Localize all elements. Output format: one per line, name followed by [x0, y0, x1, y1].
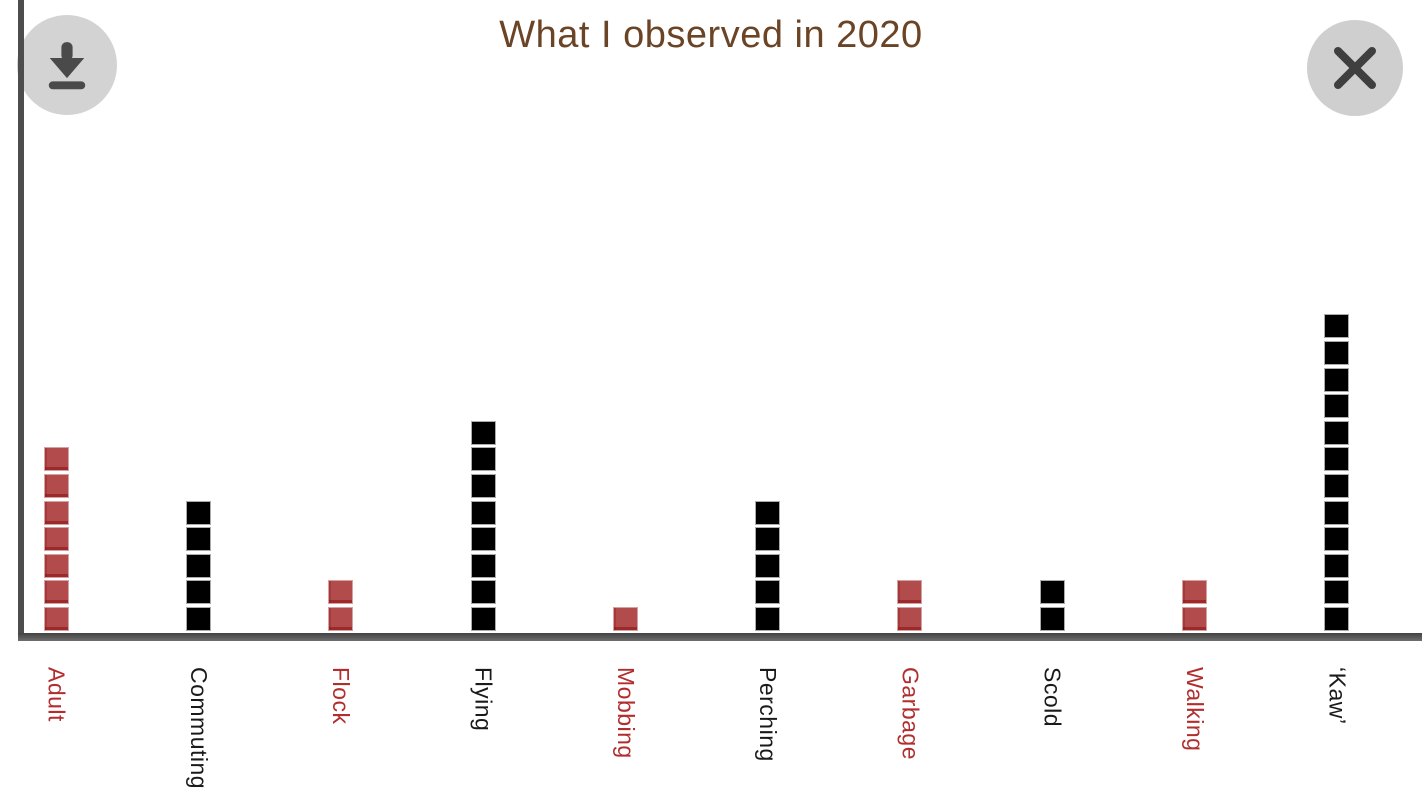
- x-axis-labels: Adult Commuting Flock Flying Mobbing Perching…: [0, 641, 1408, 800]
- unit-square: [755, 580, 781, 605]
- unit-square: [755, 527, 781, 552]
- x-label-cell-scold: Scold: [981, 641, 1123, 800]
- chart-column-commuting: [127, 0, 269, 631]
- unit-square: [185, 500, 211, 525]
- x-axis-line: [18, 633, 1422, 641]
- unit-square: [755, 553, 781, 578]
- unit-square: [43, 553, 69, 578]
- unit-square: [470, 580, 496, 605]
- chart-column-flying: [412, 0, 554, 631]
- unit-square: [897, 580, 923, 605]
- close-button[interactable]: [1307, 20, 1403, 116]
- unit-square: [470, 474, 496, 499]
- unit-square: [1324, 527, 1350, 552]
- x-label-cell-flock: Flock: [270, 641, 412, 800]
- unit-square: [43, 580, 69, 605]
- unit-square: [470, 607, 496, 631]
- unit-square: [43, 500, 69, 525]
- unit-square: [43, 447, 69, 472]
- unit-square: [1182, 607, 1208, 631]
- x-axis-label-flock: Flock: [328, 667, 355, 725]
- unit-square: [185, 580, 211, 605]
- unit-square: [1324, 341, 1350, 366]
- unit-square: [755, 607, 781, 631]
- download-button[interactable]: [17, 15, 117, 115]
- x-label-cell-perching: Perching: [696, 641, 838, 800]
- x-label-cell-commuting: Commuting: [127, 641, 269, 800]
- x-label-cell-kaw: ‘Kaw’: [1266, 641, 1408, 800]
- unit-square: [612, 607, 638, 631]
- chart-title: What I observed in 2020: [499, 14, 923, 56]
- x-axis-label-kaw: ‘Kaw’: [1324, 667, 1351, 725]
- unit-square: [470, 500, 496, 525]
- unit-square: [1324, 367, 1350, 392]
- unit-square: [755, 500, 781, 525]
- unit-square: [328, 607, 354, 631]
- unit-square: [43, 474, 69, 499]
- unit-square: [1324, 420, 1350, 445]
- chart-column-adult: [0, 0, 127, 631]
- unit-square: [470, 420, 496, 445]
- chart-column-kaw: [1266, 0, 1408, 631]
- download-icon: [48, 42, 86, 90]
- chart-column-mobbing: [554, 0, 696, 631]
- unit-square: [1324, 607, 1350, 631]
- x-label-cell-mobbing: Mobbing: [554, 641, 696, 800]
- unit-square: [470, 553, 496, 578]
- unit-square: [1324, 314, 1350, 339]
- chart-plot-area: [0, 0, 1408, 631]
- chart-column-walking: [1123, 0, 1265, 631]
- x-axis-label-commuting: Commuting: [185, 667, 212, 790]
- unit-square: [1039, 607, 1065, 631]
- unit-square: [43, 607, 69, 631]
- x-label-cell-adult: Adult: [0, 641, 127, 800]
- x-axis-label-scold: Scold: [1039, 667, 1066, 728]
- unit-square: [1324, 500, 1350, 525]
- chart-column-garbage: [839, 0, 981, 631]
- chart-column-flock: [270, 0, 412, 631]
- unit-square: [1324, 580, 1350, 605]
- x-axis-label-walking: Walking: [1182, 667, 1209, 752]
- unit-square: [1182, 580, 1208, 605]
- x-axis-label-mobbing: Mobbing: [612, 667, 639, 759]
- unit-square: [185, 527, 211, 552]
- unit-square: [1324, 394, 1350, 419]
- close-icon: [1334, 47, 1376, 89]
- chart-column-scold: [981, 0, 1123, 631]
- unit-square: [897, 607, 923, 631]
- x-label-cell-flying: Flying: [412, 641, 554, 800]
- unit-square: [1324, 553, 1350, 578]
- unit-square: [185, 553, 211, 578]
- unit-square: [470, 447, 496, 472]
- unit-square: [185, 607, 211, 631]
- x-label-cell-garbage: Garbage: [839, 641, 981, 800]
- unit-square: [470, 527, 496, 552]
- x-axis-label-garbage: Garbage: [897, 667, 924, 761]
- x-axis-label-perching: Perching: [755, 667, 782, 762]
- x-axis-label-flying: Flying: [470, 667, 497, 732]
- unit-square: [43, 527, 69, 552]
- unit-square: [328, 580, 354, 605]
- unit-square: [1039, 580, 1065, 605]
- x-label-cell-walking: Walking: [1123, 641, 1265, 800]
- unit-square: [1324, 447, 1350, 472]
- chart-column-perching: [696, 0, 838, 631]
- unit-square: [1324, 474, 1350, 499]
- y-axis-line: [18, 0, 24, 641]
- x-axis-label-adult: Adult: [43, 667, 70, 722]
